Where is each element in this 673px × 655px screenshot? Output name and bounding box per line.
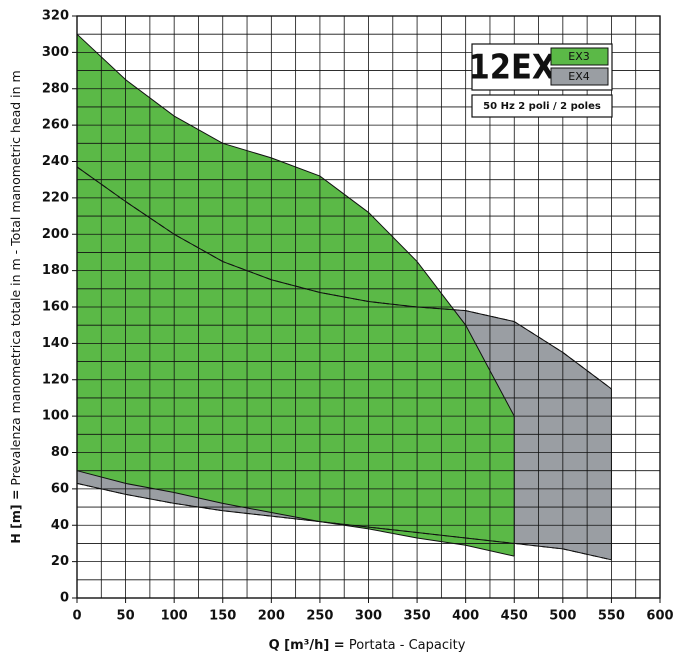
- y-tick-label: 260: [42, 118, 69, 133]
- subtitle: 50 Hz 2 poli / 2 poles: [483, 101, 601, 112]
- y-tick-label: 180: [42, 263, 69, 278]
- upper-line: [76, 33, 515, 417]
- plot-area: [76, 15, 661, 599]
- legend-title: 12EX: [468, 48, 555, 88]
- y-tick-label: 240: [42, 154, 69, 169]
- y-tick-label: 100: [42, 409, 69, 424]
- y-tick-label: 320: [42, 9, 69, 24]
- x-tick-label: 50: [117, 609, 135, 624]
- x-tick-label: 450: [501, 609, 528, 624]
- legend: 12EX EX3 EX4 50 Hz 2 poli / 2 poles: [468, 43, 613, 118]
- subtitle-box: [471, 94, 613, 118]
- y-tick-label: 80: [51, 445, 69, 460]
- x-tick-label: 350: [404, 609, 431, 624]
- y-tick-label: 280: [42, 81, 69, 96]
- y-tick-label: 60: [51, 481, 69, 496]
- outline-layer: [76, 33, 612, 561]
- x-tick-label: 550: [598, 609, 625, 624]
- upper-dashed-line: [76, 166, 612, 390]
- x-tick-label: 200: [258, 609, 285, 624]
- x-tick-label: 150: [209, 609, 236, 624]
- x-axis-label-text: Portata - Capacity: [349, 638, 466, 653]
- x-tick-label: 500: [549, 609, 576, 624]
- y-tick-label: 300: [42, 45, 69, 60]
- x-axis-label-bold: Q [m³/h] =: [269, 638, 345, 653]
- lower-line: [76, 470, 515, 557]
- y-axis-label-bold: H [m] =: [8, 490, 23, 544]
- x-tick-label: 600: [646, 609, 673, 624]
- lower-dashed-line: [76, 482, 612, 561]
- legend-label: EX3: [568, 50, 589, 63]
- y-tick-label: 120: [42, 372, 69, 387]
- x-tick-label: 100: [161, 609, 188, 624]
- y-tick-label: 140: [42, 336, 69, 351]
- y-tick-label: 40: [51, 518, 69, 533]
- y-tick-label: 220: [42, 190, 69, 205]
- y-tick-label: 160: [42, 300, 69, 315]
- y-axis-label-text: Prevalenza manometrica totale in m - Tot…: [8, 70, 23, 485]
- y-tick-label: 0: [60, 591, 69, 606]
- legend-label: EX4: [568, 70, 589, 83]
- legend-swatch: [550, 47, 609, 66]
- legend-swatch: [550, 67, 609, 86]
- y-axis-label: H [m] = Prevalenza manometrica totale in…: [8, 70, 23, 543]
- y-tick-label: 20: [51, 554, 69, 569]
- x-axis-label: Q [m³/h] = Portata - Capacity: [269, 638, 466, 653]
- x-tick-label: 0: [72, 609, 81, 624]
- x-tick-label: 250: [306, 609, 333, 624]
- y-tick-label: 200: [42, 227, 69, 242]
- x-tick-label: 400: [452, 609, 479, 624]
- x-tick-label: 300: [355, 609, 382, 624]
